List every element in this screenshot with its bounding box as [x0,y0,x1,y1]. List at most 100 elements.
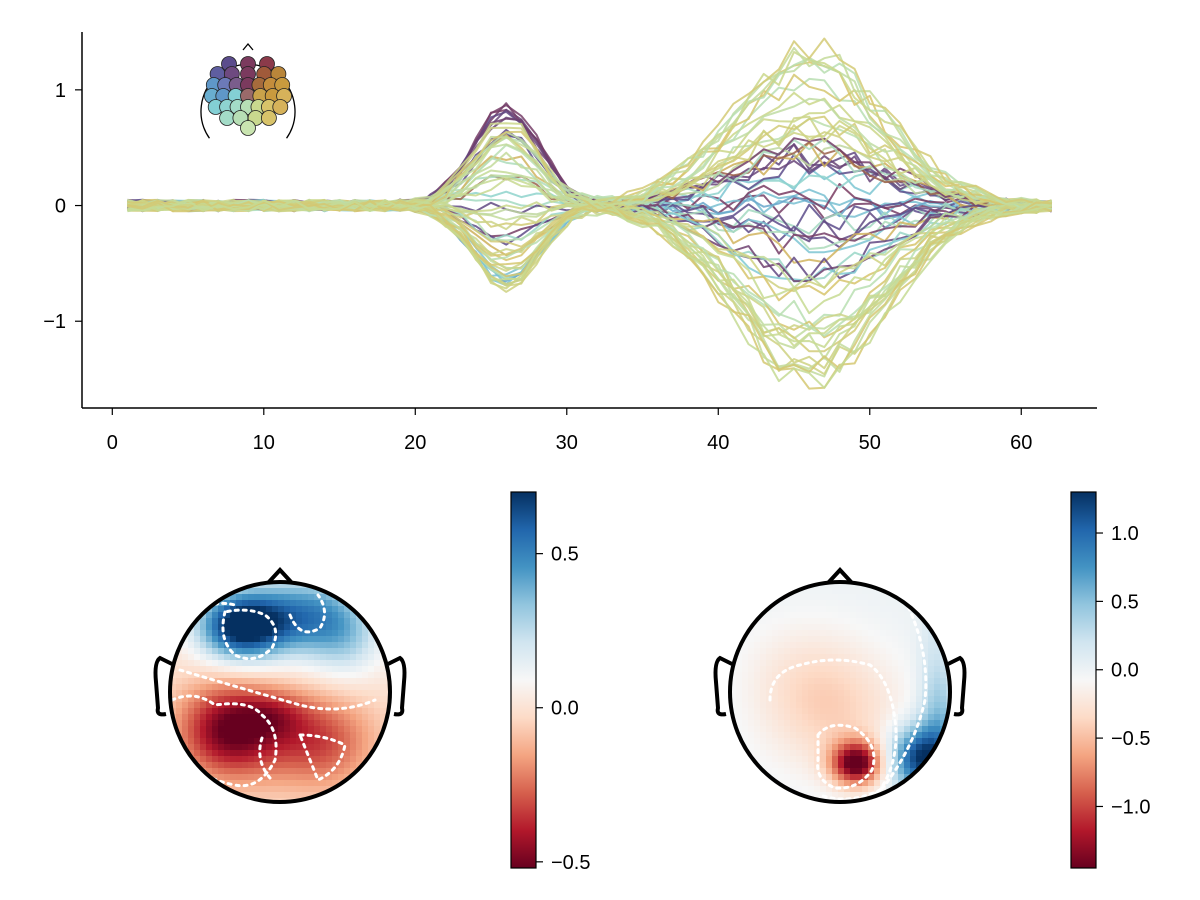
topo-cell [278,708,285,715]
topo-cell [808,690,815,697]
topo-cell [188,606,195,613]
topo-cell [212,672,219,679]
topo-cell [796,654,803,661]
topo-cell [326,750,333,757]
topo-cell [910,678,917,685]
topo-cell [176,720,183,727]
topo-cell [194,750,201,757]
topo-cell [940,720,947,727]
topo-cell [928,666,935,673]
topo-cell [278,738,285,745]
topo-cell [796,660,803,667]
topo-cell [766,648,773,655]
topo-cell [874,588,881,595]
topo-cell [904,636,911,643]
topo-cell [736,678,743,685]
topo-cell [188,732,195,739]
topo-cell [188,630,195,637]
topo-cell [374,690,381,697]
topo-cell [266,666,273,673]
topo-cell [230,696,237,703]
topo-cell [910,702,917,709]
topo-cell [200,618,207,625]
topo-cell [772,606,779,613]
topo-cell [290,594,297,601]
topo-cell [892,654,899,661]
topo-cell [182,738,189,745]
topo-cell [832,660,839,667]
topo-cell [386,594,390,601]
topo-cell [248,744,255,751]
topo-cell [266,642,273,649]
topo-cell [254,612,261,619]
topo-cell [260,792,267,799]
topo-cell [224,714,231,721]
topo-cell [832,756,839,763]
topo-cell [760,726,767,733]
topo-cell [242,588,249,595]
topo-cell [236,600,243,607]
topo-cell [242,624,249,631]
topo-cell [308,774,315,781]
topo-cell [242,708,249,715]
topo-cell [320,690,327,697]
topo-cell [922,654,929,661]
topo-cell [874,606,881,613]
topo-cell [880,666,887,673]
topo-cell [892,696,899,703]
topo-cell [748,654,755,661]
topo-cell [176,696,183,703]
topo-cell [802,708,809,715]
topo-cell [850,672,857,679]
topo-cell [808,780,815,787]
topo-cell [284,642,291,649]
topo-cell [898,678,905,685]
topo-cell [844,786,851,793]
topo-cell [338,708,345,715]
topo-cell [260,708,267,715]
topo-cell [838,636,845,643]
topo-cell [940,630,947,637]
topo-cell [194,756,201,763]
topo-cell [826,612,833,619]
topo-cell [368,666,375,673]
topo-cell [368,714,375,721]
topo-cell [170,774,177,781]
topo-cell [784,702,791,709]
topo-cell [844,666,851,673]
topo-cell [386,636,390,643]
topo-cell [386,612,390,619]
topo-cell [260,636,267,643]
topo-cell [188,780,195,787]
topo-cell [350,690,357,697]
topo-cell [296,654,303,661]
topo-cell [826,732,833,739]
topo-cell [820,702,827,709]
topo-cell [260,660,267,667]
topo-cell [844,726,851,733]
topo-cell [808,714,815,721]
topo-cell [886,648,893,655]
topo-cell [736,606,743,613]
topo-cell [188,792,195,799]
topo-cell [344,744,351,751]
topo-cell [826,792,833,799]
topo-cell [946,642,950,649]
topo-cell [778,666,785,673]
topo-cell [892,738,899,745]
topo-cell [790,678,797,685]
topo-cell [874,780,881,787]
topo-cell [362,720,369,727]
topo-cell [736,594,743,601]
topo-cell [814,678,821,685]
topo-cell [928,648,935,655]
topo-cell [242,786,249,793]
topo-cell [922,630,929,637]
topo-cell [380,792,387,799]
topo-cell [176,768,183,775]
topo-cell [212,606,219,613]
topo-cell [832,600,839,607]
topo-cell [380,612,387,619]
topo-cell [898,600,905,607]
topo-cell [344,708,351,715]
